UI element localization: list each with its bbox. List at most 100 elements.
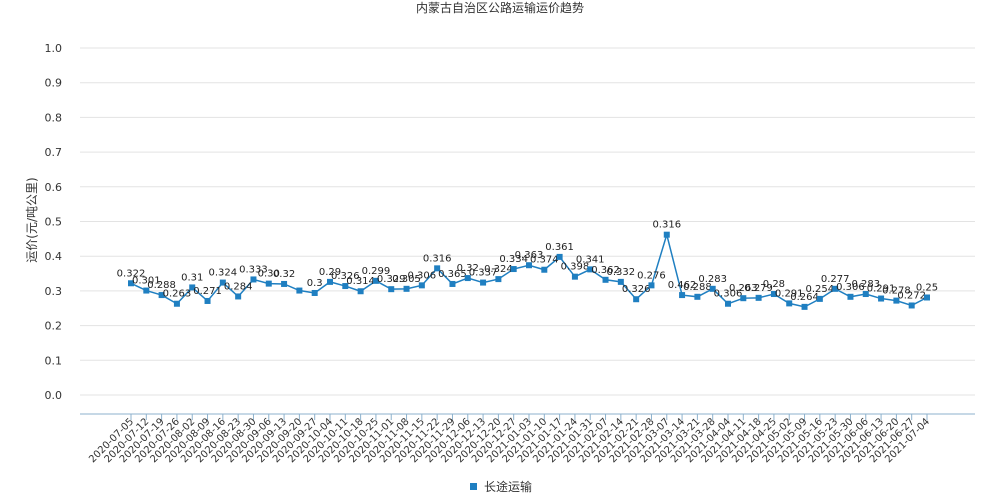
- data-point[interactable]: [878, 295, 885, 302]
- y-axis-label: 运价(元/吨公里): [25, 177, 39, 262]
- data-point[interactable]: [862, 291, 869, 298]
- data-label: 0.314: [346, 276, 375, 287]
- y-tick-label: 0.0: [45, 389, 63, 402]
- data-point[interactable]: [403, 285, 410, 292]
- data-point[interactable]: [158, 292, 165, 299]
- data-point[interactable]: [296, 287, 303, 294]
- data-label: 0.341: [576, 254, 605, 265]
- data-point[interactable]: [633, 296, 640, 303]
- data-point[interactable]: [801, 303, 808, 310]
- data-point[interactable]: [663, 231, 670, 238]
- data-label: 0.326: [622, 284, 651, 295]
- data-label: 0.32: [457, 263, 479, 274]
- data-label: 0.272: [897, 290, 926, 301]
- data-point[interactable]: [694, 293, 701, 300]
- data-point[interactable]: [587, 266, 594, 273]
- data-point[interactable]: [816, 295, 823, 302]
- data-point[interactable]: [342, 283, 349, 290]
- data-point[interactable]: [770, 291, 777, 298]
- data-point[interactable]: [434, 265, 441, 272]
- data-label: 0.264: [790, 292, 819, 303]
- data-label: 0.291: [775, 288, 804, 299]
- legend-label: 长途运输: [484, 479, 532, 494]
- data-label: 0.361: [545, 242, 574, 253]
- x-axis-ticks: 2020-07-052020-07-122020-07-192020-07-26…: [87, 414, 932, 465]
- data-point[interactable]: [357, 288, 364, 295]
- data-point[interactable]: [908, 302, 915, 309]
- data-point[interactable]: [143, 287, 150, 294]
- data-label: 0.31: [181, 272, 203, 283]
- data-label: 0.254: [806, 284, 835, 295]
- data-point[interactable]: [725, 300, 731, 307]
- data-label: 0.299: [362, 266, 391, 277]
- data-label: 0.329: [377, 274, 406, 285]
- data-label: 0.334: [499, 254, 528, 265]
- data-point[interactable]: [924, 294, 930, 301]
- data-label: 0.316: [423, 253, 452, 264]
- data-point[interactable]: [709, 285, 716, 292]
- data-point[interactable]: [893, 297, 900, 304]
- y-tick-label: 0.9: [45, 77, 63, 90]
- data-label: 0.306: [714, 289, 743, 300]
- data-label: 0.263: [729, 283, 758, 294]
- data-label: 0.28: [763, 279, 785, 290]
- data-point[interactable]: [648, 282, 655, 289]
- legend[interactable]: 长途运输: [470, 479, 532, 494]
- data-label: 0.306: [836, 282, 865, 293]
- data-label: 0.288: [147, 280, 176, 291]
- data-point[interactable]: [480, 279, 487, 286]
- data-label: 0.324: [209, 268, 238, 279]
- data-point[interactable]: [128, 280, 134, 287]
- data-point[interactable]: [495, 276, 502, 283]
- data-point[interactable]: [556, 253, 563, 260]
- data-point[interactable]: [250, 276, 257, 283]
- data-label: 0.462: [668, 280, 697, 291]
- data-point[interactable]: [786, 300, 793, 307]
- data-label: 0.363: [515, 250, 544, 261]
- data-label: 0.278: [882, 286, 911, 297]
- data-point[interactable]: [847, 293, 854, 300]
- y-tick-label: 0.4: [45, 250, 63, 263]
- data-point[interactable]: [204, 297, 211, 304]
- data-label: 0.279: [744, 283, 773, 294]
- data-point[interactable]: [311, 289, 318, 296]
- data-point[interactable]: [541, 266, 548, 273]
- data-point[interactable]: [526, 262, 532, 269]
- data-point[interactable]: [832, 285, 839, 292]
- data-point[interactable]: [602, 276, 609, 283]
- data-point[interactable]: [571, 273, 578, 280]
- data-label: 0.29: [319, 267, 341, 278]
- data-point[interactable]: [327, 278, 333, 285]
- data-label: 0.277: [821, 274, 850, 285]
- data-label: 0.306: [408, 270, 437, 281]
- data-label: 0.333: [239, 264, 268, 275]
- data-point[interactable]: [265, 280, 272, 287]
- data-point[interactable]: [679, 292, 686, 299]
- data-point[interactable]: [372, 277, 379, 284]
- data-point[interactable]: [281, 280, 288, 287]
- data-point[interactable]: [388, 286, 395, 293]
- data-point[interactable]: [235, 293, 242, 300]
- data-label: 0.332: [607, 267, 636, 278]
- data-point[interactable]: [617, 278, 624, 285]
- data-label: 0.316: [652, 220, 681, 231]
- y-tick-label: 0.2: [45, 320, 63, 333]
- data-label: 0.291: [867, 284, 896, 295]
- data-point[interactable]: [418, 282, 425, 289]
- data-point[interactable]: [755, 294, 762, 301]
- data-label: 0.326: [331, 271, 360, 282]
- data-point[interactable]: [173, 300, 180, 307]
- data-label: 0.322: [117, 268, 146, 279]
- data-point[interactable]: [449, 280, 456, 287]
- data-label: 0.301: [132, 276, 161, 287]
- data-label: 0.283: [851, 279, 880, 290]
- y-tick-label: 0.3: [45, 285, 63, 298]
- data-point[interactable]: [219, 279, 226, 286]
- data-point[interactable]: [464, 275, 471, 282]
- data-label: 0.263: [163, 289, 192, 300]
- data-label: 0.337: [469, 268, 498, 279]
- data-point[interactable]: [740, 295, 747, 302]
- data-point[interactable]: [189, 284, 196, 291]
- chart-title: 内蒙古自治区公路运输运价趋势: [416, 0, 584, 15]
- data-point[interactable]: [510, 266, 517, 273]
